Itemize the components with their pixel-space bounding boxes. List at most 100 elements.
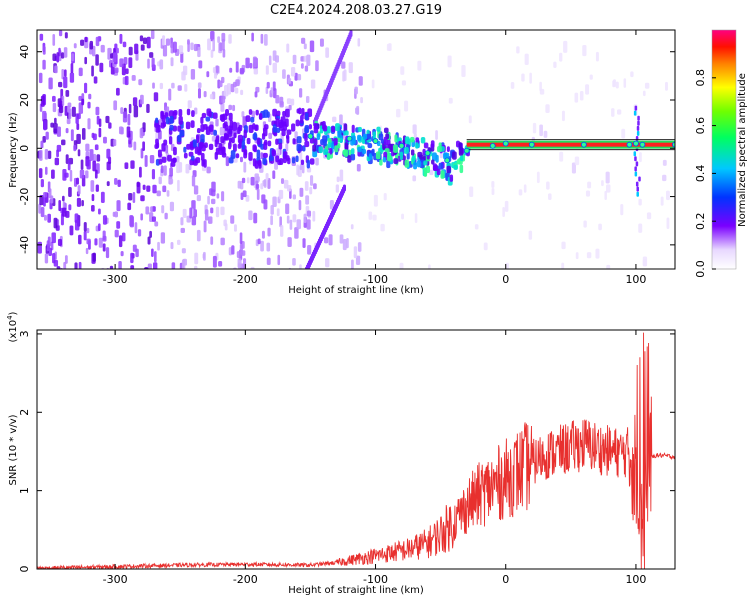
spectrogram-cell [636, 125, 640, 131]
spectrogram-cell [289, 219, 293, 230]
spectrogram-cell [280, 178, 285, 185]
spectrogram-cell [94, 144, 99, 151]
colorbar-tick-label: 0.0 [694, 260, 707, 278]
spectrogram-cell [102, 243, 106, 252]
y-tick-label: 0 [18, 566, 31, 573]
spectrogram-cell [201, 112, 207, 119]
spectrogram-cell [119, 33, 123, 44]
spectrogram-cell [176, 161, 181, 174]
spectrogram-cell [298, 200, 302, 211]
spectrogram-cell [240, 192, 244, 201]
spectrogram-cell [157, 149, 162, 158]
spectrogram-cell [160, 110, 164, 120]
spectrogram-cell [163, 165, 167, 176]
spectrogram-cell [69, 169, 73, 182]
spectrogram-cell [306, 210, 312, 217]
spectrogram-cell [80, 159, 84, 170]
spectrogram-cell [52, 102, 57, 113]
spectrogram-cell [309, 186, 313, 195]
spectrogram-cell [167, 154, 172, 162]
spectrogram-cell [114, 178, 118, 185]
spectrogram-cell [419, 159, 425, 169]
spectrogram-cell [40, 207, 45, 218]
spectrogram-cell [208, 143, 214, 150]
spectrogram-cell [54, 157, 60, 166]
spectrogram-cell [621, 128, 626, 139]
spectrogram-cell [196, 127, 201, 134]
spectrogram-cell [196, 194, 201, 202]
spectrogram-cell [155, 138, 159, 145]
spectrogram-cell [69, 72, 75, 83]
spectrogram-cell [401, 80, 407, 86]
spectrogram-cell [73, 43, 77, 49]
spectrogram-cell [94, 238, 98, 246]
spectrogram-cell [561, 262, 565, 269]
spectrogram-cell [296, 164, 300, 176]
spectrogram-cell [386, 43, 391, 51]
spectrogram-cell [207, 216, 213, 224]
spectrogram-cell [64, 32, 68, 39]
spectrogram-cell [160, 232, 166, 244]
spectrogram-cell [241, 177, 246, 184]
spectrogram-cell [114, 211, 118, 218]
spectrogram-cell [38, 203, 42, 214]
spectrogram-cell [286, 215, 290, 224]
spectrogram-cell [312, 144, 317, 152]
y-tick-label: -40 [18, 236, 31, 254]
spectrogram-cell [71, 53, 75, 62]
spectrogram-cell [39, 195, 44, 206]
tone-trace-point [346, 135, 353, 142]
spectrogram-cell [267, 140, 272, 147]
spectrogram-cell [58, 200, 61, 212]
spectrogram-cell [264, 33, 268, 46]
spectrogram-cell [360, 97, 363, 104]
spectrogram-cell [286, 43, 290, 53]
spectrogram-cell [294, 227, 299, 239]
spectrogram-cell [300, 159, 305, 165]
spectrogram-cell [56, 266, 61, 269]
spectrogram-cell [437, 146, 442, 153]
spectrogram-cell [383, 151, 388, 158]
spectrogram-cell [140, 148, 144, 159]
spectrogram-cell [304, 141, 310, 148]
spectrogram-cell [468, 115, 472, 124]
spectrogram-cell [68, 186, 72, 198]
spectrogram-cell [337, 130, 342, 139]
tone-trace-point [626, 141, 633, 148]
snr-y-multiplier: (x104) [6, 311, 19, 342]
spectrogram-cell [43, 119, 47, 131]
spectrogram-cell [304, 181, 309, 191]
spectrogram-cell [612, 80, 615, 88]
spectrogram-cell [638, 176, 641, 182]
spectrogram-cell [524, 53, 529, 66]
spectrogram-cell [448, 97, 453, 104]
spectrogram-cell [660, 196, 664, 206]
spectrogram-cell [328, 234, 333, 246]
spectrogram-cell [52, 252, 56, 264]
x-tick-label: 100 [625, 573, 646, 586]
spectrogram-cell [325, 258, 330, 268]
spectrogram-cell [383, 136, 388, 146]
spectrogram-cell [209, 94, 214, 100]
spectrogram-cell [102, 235, 107, 242]
spectrogram-cell [169, 167, 173, 177]
spectrogram-cell [220, 136, 225, 144]
spectrogram-cell [518, 189, 523, 196]
spectrogram-cell [74, 219, 80, 231]
spectrogram-cell [91, 193, 95, 202]
spectrogram-cell [539, 81, 542, 92]
spectrogram-cell [191, 175, 196, 187]
spectrogram-cell [214, 151, 218, 160]
spectrogram-cell [177, 125, 182, 132]
spectrogram-cell [219, 42, 223, 52]
spectrogram-cell [246, 177, 250, 184]
spectrogram-cell [156, 190, 161, 197]
spectrogram-cell [62, 169, 67, 181]
spectrogram-cell [133, 141, 137, 151]
spectrogram-cell [270, 87, 274, 94]
tone-trace-point [639, 141, 646, 148]
spectrogram-cell [224, 85, 229, 97]
spectrogram-frame [36, 29, 676, 270]
spectrogram-cell [190, 120, 195, 129]
spectrogram-cell [96, 115, 100, 125]
